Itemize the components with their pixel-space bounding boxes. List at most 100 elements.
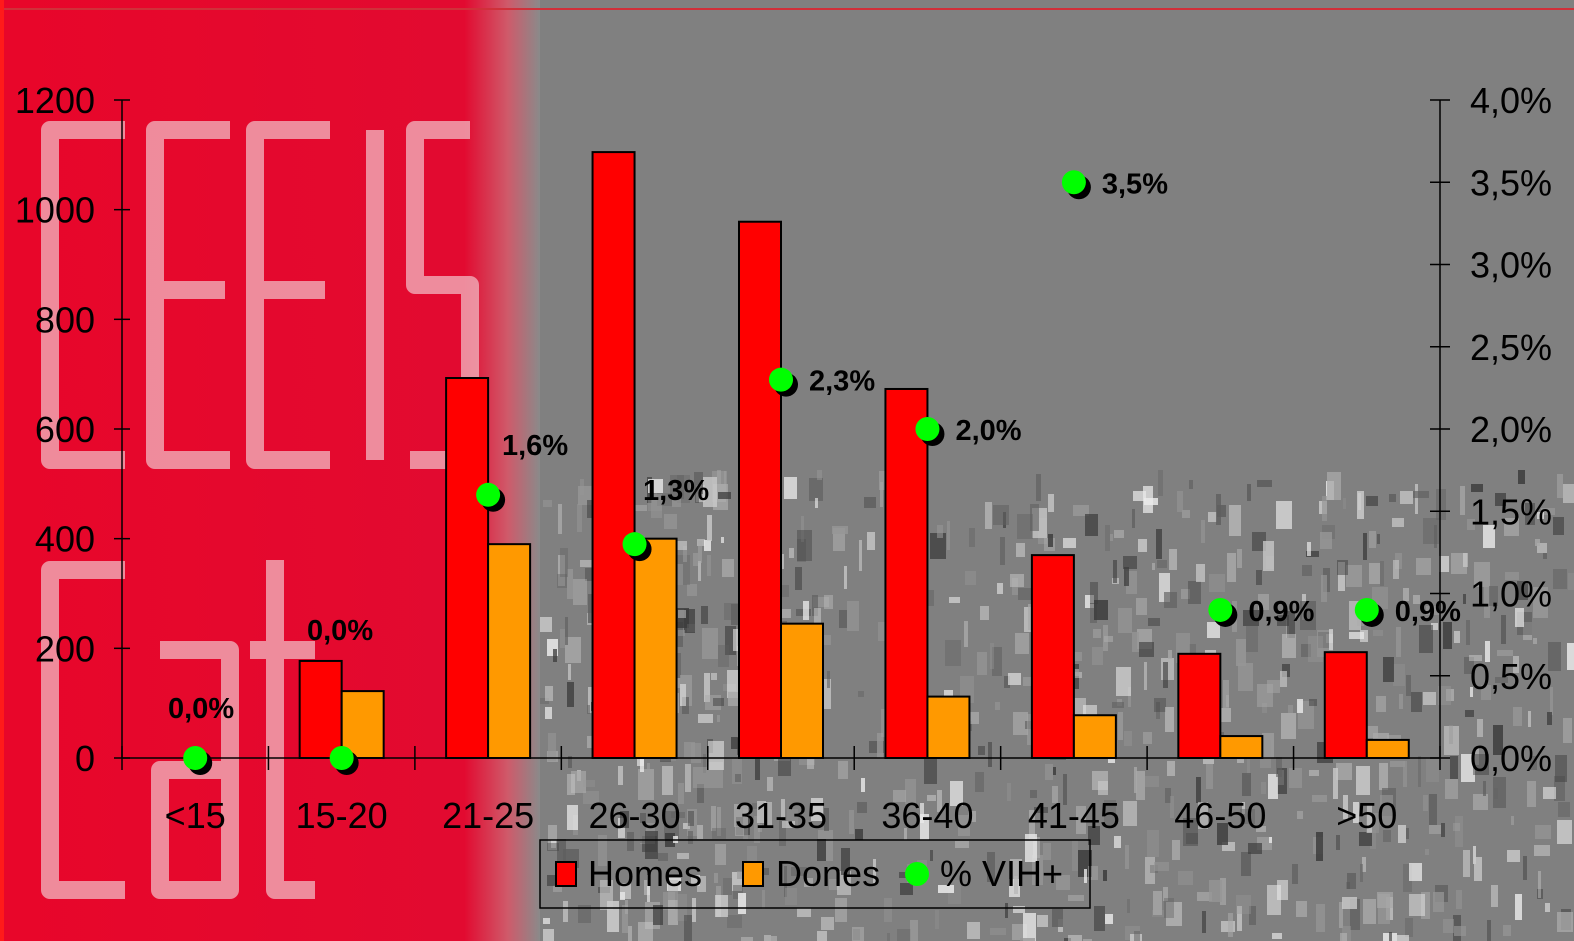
noise-speck: [577, 504, 582, 532]
noise-speck: [1515, 894, 1522, 920]
noise-speck: [1168, 650, 1172, 659]
noise-speck: [1568, 573, 1574, 590]
noise-speck: [1292, 864, 1298, 884]
y-right-tick-label: 4,0%: [1470, 80, 1552, 121]
noise-speck: [1366, 813, 1379, 833]
noise-speck: [1136, 598, 1147, 615]
point-vih: [183, 746, 208, 770]
noise-speck: [1398, 825, 1406, 843]
noise-speck: [924, 759, 937, 784]
noise-speck: [968, 811, 976, 822]
noise-speck: [1343, 498, 1346, 509]
noise-speck: [980, 606, 989, 620]
noise-speck: [1363, 533, 1367, 560]
noise-speck: [1008, 673, 1021, 685]
noise-speck: [779, 817, 786, 846]
noise-speck: [969, 528, 975, 547]
noise-speck: [824, 635, 831, 645]
noise-speck: [568, 664, 571, 680]
noise-speck: [977, 652, 987, 675]
bar-homes: [1030, 554, 1075, 759]
noise-speck: [1202, 911, 1206, 933]
noise-speck: [990, 928, 1006, 935]
noise-speck: [1467, 519, 1475, 530]
noise-speck: [1453, 823, 1460, 831]
noise-speck: [1123, 801, 1137, 826]
noise-speck: [1377, 892, 1393, 908]
noise-speck: [821, 917, 834, 930]
noise-speck: [1236, 895, 1251, 914]
noise-speck: [1048, 534, 1053, 547]
noise-speck: [1007, 783, 1011, 801]
noise-speck: [598, 835, 607, 866]
noise-speck: [789, 548, 794, 558]
noise-speck: [713, 698, 724, 706]
noise-speck: [1429, 825, 1441, 834]
noise-speck: [1088, 866, 1098, 880]
y-right-tick-label: 1,0%: [1470, 574, 1552, 615]
noise-speck: [811, 798, 823, 821]
bar-homes: [884, 387, 929, 759]
noise-speck: [580, 560, 594, 567]
noise-speck: [1409, 863, 1422, 881]
noise-speck: [1126, 571, 1137, 594]
noise-speck: [722, 559, 734, 577]
noise-speck: [1247, 484, 1251, 501]
noise-speck: [837, 871, 851, 895]
noise-speck: [1242, 802, 1245, 814]
noise-speck: [1403, 761, 1407, 787]
noise-speck: [1134, 767, 1137, 793]
noise-speck: [1392, 518, 1404, 527]
noise-speck: [1555, 755, 1567, 782]
noise-speck: [1379, 763, 1388, 790]
noise-speck: [1208, 512, 1217, 522]
noise-speck: [1406, 675, 1411, 696]
noise-speck: [964, 621, 968, 647]
noise-speck: [1474, 562, 1490, 587]
noise-speck: [627, 832, 634, 851]
noise-speck: [1446, 689, 1454, 701]
noise-speck: [698, 714, 713, 723]
noise-speck: [1406, 828, 1409, 839]
noise-speck: [1258, 594, 1269, 610]
bar-homes: [738, 220, 782, 760]
noise-speck: [752, 803, 757, 809]
noise-speck: [1347, 873, 1356, 889]
noise-speck: [771, 936, 777, 941]
bar-dones: [780, 622, 824, 759]
noise-speck: [859, 540, 862, 571]
noise-speck: [1376, 696, 1386, 712]
noise-speck: [657, 493, 672, 506]
noise-speck: [1423, 795, 1428, 811]
noise-speck: [1165, 707, 1174, 732]
noise-speck: [1152, 563, 1155, 570]
noise-speck: [1320, 532, 1332, 549]
noise-speck: [638, 922, 653, 941]
noise-speck: [1064, 938, 1071, 941]
noise-speck: [685, 764, 691, 792]
noise-speck: [543, 918, 550, 924]
noise-speck: [560, 548, 568, 577]
x-tick-label: 26-30: [589, 795, 681, 836]
noise-speck: [1327, 472, 1341, 500]
noise-speck: [1547, 712, 1552, 725]
noise-speck: [1220, 878, 1226, 905]
noise-speck: [567, 682, 574, 707]
noise-speck: [1339, 902, 1343, 928]
noise-speck: [711, 673, 717, 680]
noise-speck: [1357, 491, 1364, 519]
noise-speck: [733, 629, 739, 651]
noise-speck: [1177, 491, 1183, 512]
noise-speck: [1483, 781, 1486, 796]
noise-speck: [684, 609, 695, 633]
noise-speck: [1533, 587, 1548, 618]
noise-speck: [651, 494, 662, 518]
noise-speck: [1383, 657, 1394, 682]
noise-speck: [698, 541, 702, 563]
noise-speck: [1405, 918, 1413, 937]
noise-speck: [1030, 504, 1039, 531]
x-tick-label: <15: [165, 795, 226, 836]
noise-speck: [1553, 569, 1567, 589]
noise-speck: [1277, 615, 1289, 626]
